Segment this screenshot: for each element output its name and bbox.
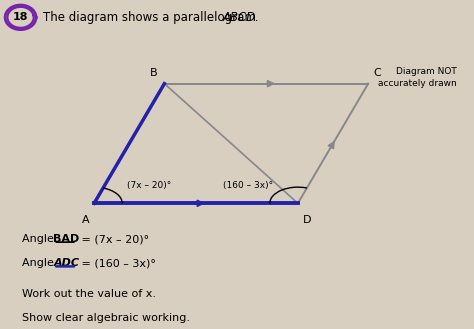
Text: Diagram NOT
accurately drawn: Diagram NOT accurately drawn bbox=[378, 67, 457, 88]
Text: ADC: ADC bbox=[54, 258, 79, 268]
Text: Angle: Angle bbox=[21, 258, 57, 268]
Text: BAD: BAD bbox=[54, 234, 80, 244]
Text: ABCD.: ABCD. bbox=[223, 11, 260, 24]
Text: 18: 18 bbox=[13, 12, 28, 22]
Text: B: B bbox=[150, 68, 158, 78]
Text: Show clear algebraic working.: Show clear algebraic working. bbox=[21, 313, 190, 323]
Text: = (160 – 3x)°: = (160 – 3x)° bbox=[78, 258, 155, 268]
Text: C: C bbox=[374, 68, 382, 78]
Text: Angle: Angle bbox=[21, 234, 57, 244]
Text: The diagram shows a parallelogram: The diagram shows a parallelogram bbox=[43, 11, 259, 24]
Text: Work out the value of x.: Work out the value of x. bbox=[21, 289, 155, 299]
Text: (160 – 3x)°: (160 – 3x)° bbox=[223, 181, 273, 190]
Text: D: D bbox=[303, 215, 311, 225]
Text: (7x – 20)°: (7x – 20)° bbox=[127, 181, 171, 190]
Text: A: A bbox=[82, 215, 90, 225]
Text: = (7x – 20)°: = (7x – 20)° bbox=[78, 234, 149, 244]
